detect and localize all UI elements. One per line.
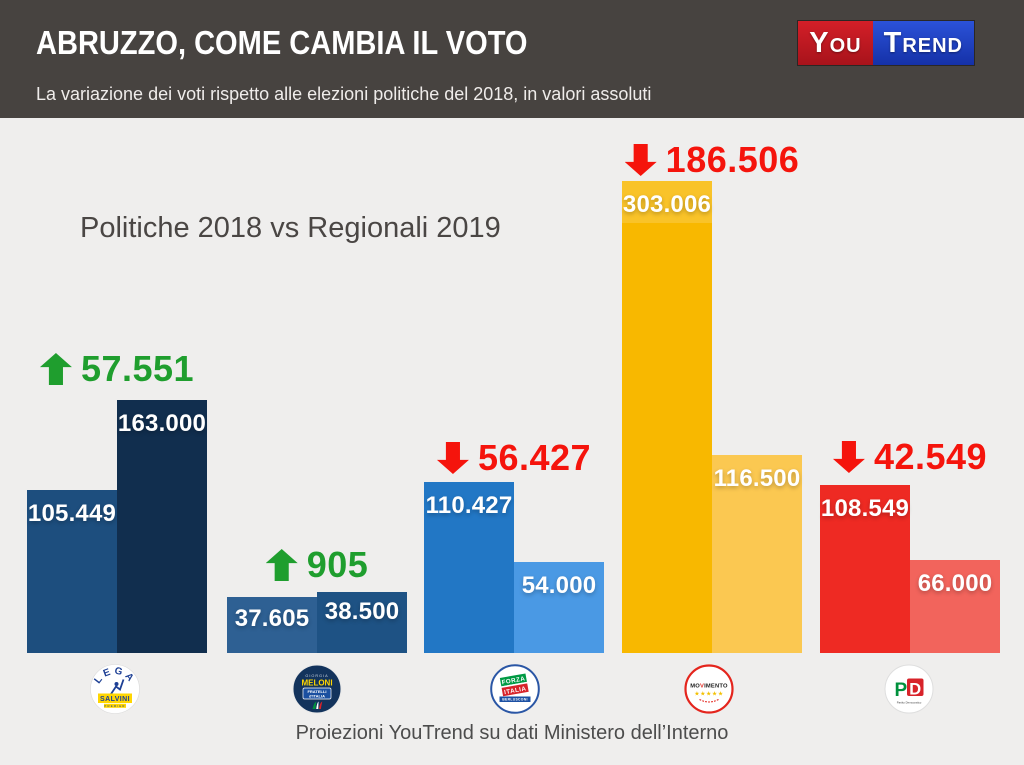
chart-title: Politiche 2018 vs Regionali 2019: [80, 212, 501, 244]
fdi-flame-red: [318, 701, 323, 709]
fi-italia-text: ITALIA: [504, 685, 527, 696]
svg-text:MOVIMENTO: MOVIMENTO: [690, 684, 728, 690]
fratelli-ditalia-logo-icon: GIORGIA MELONI FRATELLI d'ITALIA: [292, 664, 342, 714]
m5s-text-v: V: [700, 684, 704, 690]
fdi-meloni-text: MELONI: [301, 679, 332, 688]
down-arrow-icon: [832, 441, 865, 473]
lega-logo-icon: LEGA SALVINI PREMIER: [90, 664, 140, 714]
m5s-microtext-line: [699, 699, 719, 703]
youtrend-logo-you: You: [798, 21, 873, 65]
fi-forza-text: FORZA: [501, 675, 526, 686]
youtrend-logo-trend: Trend: [872, 21, 974, 65]
fi-berlusconi-text: BERLUSCONI: [502, 698, 527, 702]
bar-value-label: 37.605: [234, 605, 310, 632]
footer-caption: Proiezioni YouTrend su dati Ministero de…: [295, 722, 729, 744]
bar-fratelli-ditalia-2019: 38.500: [317, 592, 407, 653]
down-arrow-icon: [436, 442, 469, 474]
delta-value: 57.551: [80, 348, 195, 389]
up-arrow-icon: [39, 353, 72, 385]
movimento-5-stelle-logo-icon: MOVIMENTO ★★★★★: [684, 664, 734, 714]
bar-lega-2019: 163.000: [117, 400, 207, 653]
delta-forza-italia: 56.427: [424, 437, 604, 479]
bar-value-label: 66.000: [917, 570, 993, 597]
forza-italia-logo-icon: FORZA ITALIA BERLUSCONI: [490, 664, 540, 714]
m5s-stars: ★★★★★: [694, 691, 723, 698]
fdi-flame-white: [316, 701, 319, 709]
bar-lega-2018: 105.449: [27, 490, 117, 653]
bar-value-label: 54.000: [521, 572, 597, 599]
bar-partito-democratico-2019: 66.000: [910, 560, 1000, 653]
delta-movimento-5-stelle: 186.506: [622, 139, 802, 181]
up-arrow-icon: [265, 549, 298, 581]
delta-fratelli-ditalia: 905: [227, 544, 407, 586]
bar-value-label: 108.549: [820, 495, 910, 522]
bar-value-label: 303.006: [622, 181, 712, 223]
bar-value-label: 116.500: [713, 465, 801, 492]
pd-letter-d: D: [909, 680, 921, 698]
fdi-giorgia-text: GIORGIA: [305, 674, 328, 678]
fdi-flame-green: [312, 701, 317, 709]
delta-partito-democratico: 42.549: [820, 436, 1000, 478]
header: ABRUZZO, COME CAMBIA IL VOTO La variazio…: [0, 0, 1024, 118]
pd-sub-text: Partito Democratico: [897, 701, 922, 705]
bar-value-label: 163.000: [117, 410, 207, 437]
bar-fratelli-ditalia-2018: 37.605: [227, 597, 317, 653]
m5s-text-mo: MO: [690, 684, 700, 690]
page-subtitle: La variazione dei voti rispetto alle ele…: [36, 84, 652, 104]
lega-sub-text: PREMIER: [104, 704, 125, 708]
m5s-text-imento: IMENTO: [704, 684, 728, 690]
youtrend-logo: You Trend: [797, 20, 975, 66]
bar-value-label: 105.449: [27, 500, 117, 527]
page-title-text: ABRUZZO, COME CAMBIA IL VOTO: [36, 24, 528, 61]
delta-value: 56.427: [477, 437, 592, 478]
fdi-box-line2: d'ITALIA: [309, 693, 325, 698]
bar-value-label: 110.427: [425, 492, 513, 519]
page-title: ABRUZZO, COME CAMBIA IL VOTO: [36, 24, 595, 62]
delta-value: 186.506: [665, 139, 800, 180]
delta-value: 42.549: [873, 436, 988, 477]
bar-movimento-5-stelle-2018: 303.006: [622, 181, 712, 653]
bar-movimento-5-stelle-2019: 116.500: [712, 455, 802, 653]
bar-forza-italia-2019: 54.000: [514, 562, 604, 653]
lega-banner-text: SALVINI: [100, 696, 130, 703]
delta-value: 905: [306, 544, 369, 585]
bar-value-label: 38.500: [324, 598, 400, 625]
delta-lega: 57.551: [27, 348, 207, 390]
pd-letter-p: P: [895, 680, 908, 701]
partito-democratico-logo-icon: P D Partito Democratico: [884, 664, 934, 714]
bar-forza-italia-2018: 110.427: [424, 482, 514, 653]
fdi-box-line1: FRATELLI: [307, 689, 326, 694]
down-arrow-icon: [624, 144, 657, 176]
bar-partito-democratico-2018: 108.549: [820, 485, 910, 653]
